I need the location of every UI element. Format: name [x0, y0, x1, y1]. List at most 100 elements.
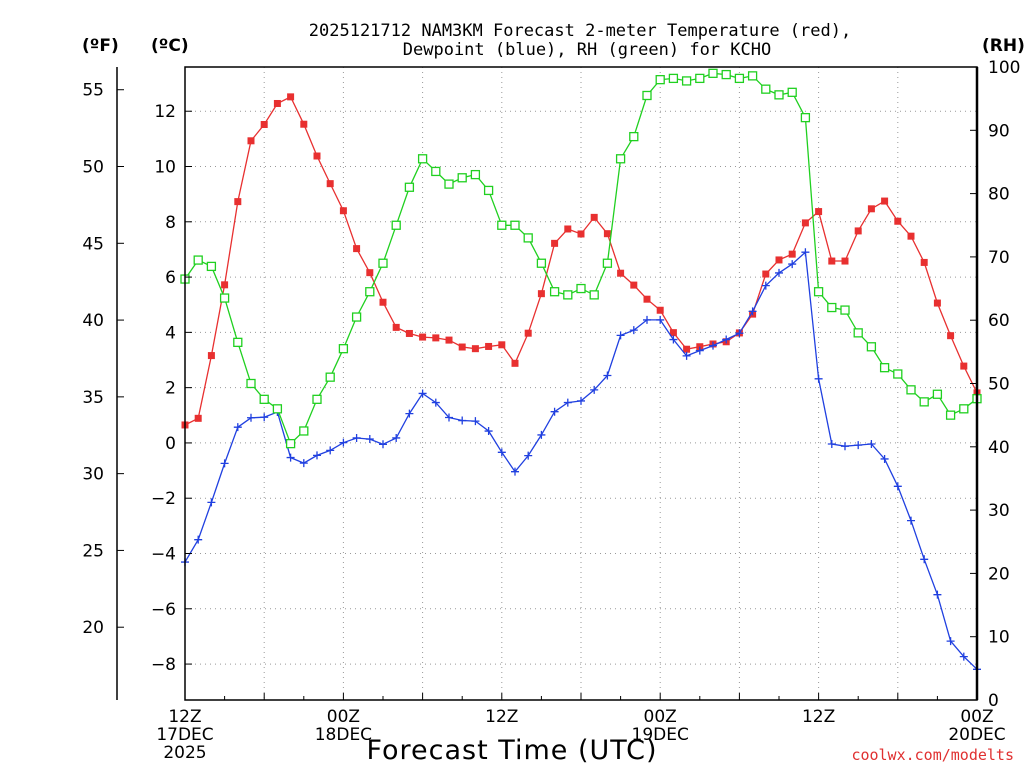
- x-tick-label: 20DEC: [948, 725, 1005, 745]
- data-point: [893, 369, 903, 379]
- data-point: [880, 454, 889, 463]
- data-point: [762, 270, 770, 278]
- fahrenheit-tick-label: 20: [82, 618, 104, 638]
- data-point: [919, 397, 929, 407]
- fahrenheit-tick-label: 55: [82, 81, 104, 101]
- data-point: [801, 219, 809, 227]
- data-point: [563, 290, 573, 300]
- data-point: [761, 84, 771, 94]
- data-point: [947, 332, 955, 340]
- data-point: [484, 427, 493, 436]
- data-point: [959, 404, 969, 414]
- data-point: [392, 323, 400, 331]
- series-celsius-filled-square: [181, 93, 981, 429]
- data-point: [206, 261, 217, 272]
- data-point: [576, 283, 586, 294]
- data-point: [260, 120, 268, 128]
- rh-tick-label: 0: [988, 691, 999, 711]
- data-point: [536, 258, 547, 268]
- axis-ticks: 121086420−2−4−6−855504540353025201009080…: [82, 58, 1020, 763]
- data-point: [234, 198, 242, 206]
- fahrenheit-tick-label: 40: [82, 311, 104, 331]
- data-point: [695, 346, 704, 355]
- data-point: [695, 73, 705, 84]
- celsius-tick-label: −6: [151, 600, 176, 620]
- data-point: [907, 516, 915, 525]
- data-point: [432, 334, 440, 342]
- data-point: [352, 433, 361, 442]
- data-point: [629, 131, 639, 142]
- celsius-tick-label: 4: [165, 323, 176, 343]
- data-point: [602, 258, 613, 268]
- data-point: [498, 341, 506, 349]
- data-point: [629, 326, 638, 335]
- chart-title-line2: Dewpoint (blue), RH (green) for KCHO: [403, 40, 771, 60]
- data-point: [365, 435, 374, 444]
- plot-frame: [184, 66, 978, 701]
- celsius-tick-label: 12: [154, 102, 176, 122]
- series-line: [184, 96, 978, 426]
- data-point: [551, 239, 559, 247]
- celsius-tick-label: 8: [165, 213, 176, 233]
- x-tick-label: 00Z: [644, 707, 677, 727]
- data-point: [445, 336, 453, 344]
- data-point: [815, 208, 823, 216]
- celsius-tick-label: −2: [151, 489, 176, 509]
- data-point: [220, 459, 229, 468]
- fahrenheit-tick-label: 25: [82, 541, 104, 561]
- data-point: [353, 245, 361, 253]
- data-point: [339, 207, 347, 215]
- data-point: [801, 248, 810, 257]
- data-point: [365, 287, 375, 297]
- data-point: [419, 333, 427, 341]
- data-point: [735, 329, 744, 338]
- fahrenheit-tick-label: 45: [82, 234, 104, 254]
- rh-tick-label: 60: [988, 311, 1010, 331]
- data-point: [260, 413, 269, 422]
- data-point: [445, 413, 453, 422]
- data-point: [470, 169, 481, 180]
- data-point: [866, 342, 877, 352]
- data-point: [854, 441, 863, 450]
- data-point: [233, 423, 242, 432]
- data-point: [418, 389, 427, 398]
- data-point: [549, 287, 560, 297]
- data-point: [946, 637, 955, 646]
- series-celsius-plus: [181, 248, 981, 674]
- data-point: [590, 213, 598, 221]
- data-point: [300, 120, 308, 128]
- data-point: [643, 315, 651, 324]
- data-point: [247, 137, 255, 145]
- data-point: [841, 257, 849, 265]
- series-layer: [180, 68, 982, 674]
- x-tick-label: 17DEC: [156, 725, 213, 745]
- data-point: [550, 407, 559, 416]
- data-point: [867, 440, 876, 449]
- data-point: [404, 182, 415, 192]
- data-point: [273, 99, 281, 107]
- x-tick-label: 00Z: [960, 707, 993, 727]
- data-point: [814, 374, 823, 383]
- data-point: [774, 90, 784, 100]
- data-point: [497, 220, 507, 230]
- data-point: [458, 343, 466, 351]
- data-point: [933, 299, 941, 307]
- data-point: [590, 385, 599, 394]
- data-point: [326, 180, 334, 188]
- data-point: [747, 71, 758, 81]
- fahrenheit-unit-label: (ºF): [82, 36, 119, 56]
- data-point: [642, 90, 652, 101]
- rh-tick-label: 10: [988, 628, 1010, 648]
- rh-tick-label: 90: [988, 121, 1010, 141]
- data-point: [893, 482, 902, 491]
- data-point: [233, 337, 243, 348]
- data-point: [471, 345, 479, 353]
- x-tick-label: 00Z: [327, 707, 360, 727]
- data-point: [219, 293, 230, 303]
- data-point: [920, 258, 928, 266]
- data-point: [523, 233, 533, 243]
- data-point: [313, 152, 321, 160]
- data-point: [894, 217, 902, 225]
- data-point: [734, 73, 745, 84]
- data-point: [312, 394, 322, 404]
